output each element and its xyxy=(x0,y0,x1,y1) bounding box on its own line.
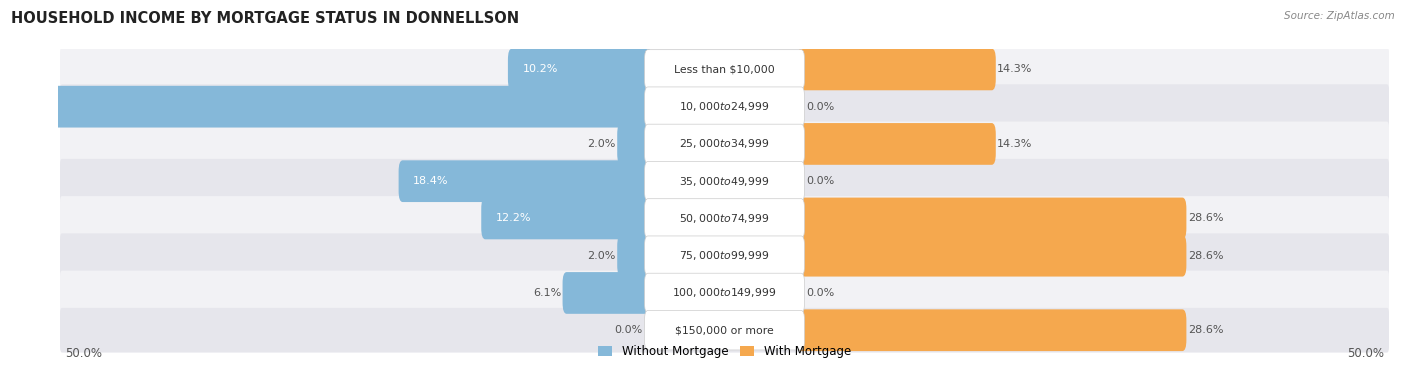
FancyBboxPatch shape xyxy=(399,160,652,202)
Text: $100,000 to $149,999: $100,000 to $149,999 xyxy=(672,287,776,299)
Text: Less than $10,000: Less than $10,000 xyxy=(673,64,775,74)
FancyBboxPatch shape xyxy=(797,198,1187,239)
FancyBboxPatch shape xyxy=(60,233,1389,278)
FancyBboxPatch shape xyxy=(644,50,804,89)
Legend: Without Mortgage, With Mortgage: Without Mortgage, With Mortgage xyxy=(593,340,856,363)
FancyBboxPatch shape xyxy=(60,84,1389,129)
FancyBboxPatch shape xyxy=(644,311,804,350)
Text: 12.2%: 12.2% xyxy=(496,213,531,224)
FancyBboxPatch shape xyxy=(60,121,1389,166)
FancyBboxPatch shape xyxy=(617,235,652,277)
FancyBboxPatch shape xyxy=(60,308,1389,352)
FancyBboxPatch shape xyxy=(644,273,804,313)
FancyBboxPatch shape xyxy=(60,159,1389,204)
FancyBboxPatch shape xyxy=(644,124,804,164)
Text: $35,000 to $49,999: $35,000 to $49,999 xyxy=(679,175,769,188)
Text: 0.0%: 0.0% xyxy=(807,288,835,298)
FancyBboxPatch shape xyxy=(797,49,995,90)
FancyBboxPatch shape xyxy=(797,123,995,165)
Text: 14.3%: 14.3% xyxy=(997,64,1032,74)
Text: 18.4%: 18.4% xyxy=(413,176,449,186)
Text: 28.6%: 28.6% xyxy=(1188,325,1223,335)
FancyBboxPatch shape xyxy=(60,47,1389,92)
Text: $50,000 to $74,999: $50,000 to $74,999 xyxy=(679,212,769,225)
Text: $10,000 to $24,999: $10,000 to $24,999 xyxy=(679,100,769,113)
Text: 2.0%: 2.0% xyxy=(588,139,616,149)
Text: 50.0%: 50.0% xyxy=(65,347,101,360)
FancyBboxPatch shape xyxy=(644,236,804,276)
FancyBboxPatch shape xyxy=(644,87,804,126)
FancyBboxPatch shape xyxy=(797,235,1187,277)
Text: 28.6%: 28.6% xyxy=(1188,213,1223,224)
Text: 0.0%: 0.0% xyxy=(614,325,643,335)
Text: 6.1%: 6.1% xyxy=(533,288,561,298)
FancyBboxPatch shape xyxy=(60,196,1389,241)
Text: 50.0%: 50.0% xyxy=(1347,347,1385,360)
Text: HOUSEHOLD INCOME BY MORTGAGE STATUS IN DONNELLSON: HOUSEHOLD INCOME BY MORTGAGE STATUS IN D… xyxy=(11,11,519,26)
FancyBboxPatch shape xyxy=(0,86,652,127)
FancyBboxPatch shape xyxy=(508,49,652,90)
Text: 49.0%: 49.0% xyxy=(6,102,41,112)
FancyBboxPatch shape xyxy=(562,272,652,314)
Text: 0.0%: 0.0% xyxy=(807,102,835,112)
Text: $150,000 or more: $150,000 or more xyxy=(675,325,773,335)
Text: 10.2%: 10.2% xyxy=(523,64,558,74)
Text: 0.0%: 0.0% xyxy=(807,176,835,186)
FancyBboxPatch shape xyxy=(617,123,652,165)
Text: 28.6%: 28.6% xyxy=(1188,251,1223,261)
FancyBboxPatch shape xyxy=(644,161,804,201)
Text: 2.0%: 2.0% xyxy=(588,251,616,261)
FancyBboxPatch shape xyxy=(644,199,804,238)
Text: $75,000 to $99,999: $75,000 to $99,999 xyxy=(679,249,769,262)
FancyBboxPatch shape xyxy=(481,198,652,239)
FancyBboxPatch shape xyxy=(797,310,1187,351)
Text: $25,000 to $34,999: $25,000 to $34,999 xyxy=(679,138,769,150)
FancyBboxPatch shape xyxy=(60,271,1389,315)
Text: 14.3%: 14.3% xyxy=(997,139,1032,149)
Text: Source: ZipAtlas.com: Source: ZipAtlas.com xyxy=(1284,11,1395,21)
